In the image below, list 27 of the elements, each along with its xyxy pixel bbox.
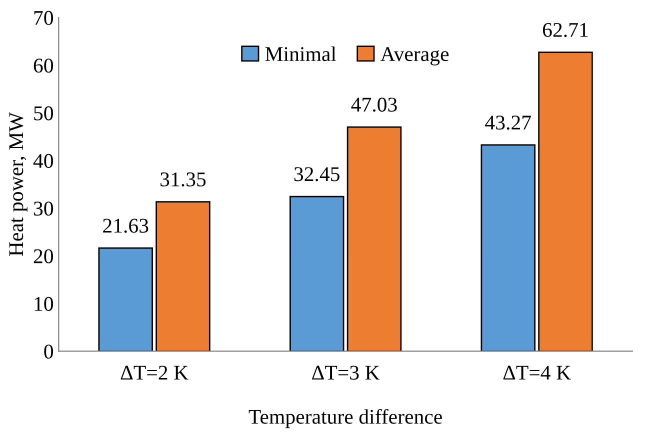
bar (480, 144, 536, 352)
y-tick-label: 70 (34, 10, 54, 25)
data-label: 47.03 (351, 98, 397, 112)
x-tick-label: ΔT=4 K (503, 366, 571, 380)
y-tick-label: 0 (44, 344, 54, 359)
bar (98, 247, 153, 352)
data-label: 43.27 (485, 116, 531, 130)
bar (289, 196, 344, 352)
data-label: 32.45 (294, 167, 340, 182)
y-tick-label: 60 (34, 58, 54, 73)
x-tick-label: ΔT=2 K (120, 366, 188, 380)
y-axis-title: Heat power, MW (9, 112, 28, 256)
y-tick-label: 50 (34, 106, 54, 120)
y-tick-label: 40 (33, 154, 54, 168)
data-label: 62.71 (542, 22, 588, 38)
x-axis-title: Temperature difference (248, 408, 442, 428)
x-tick-label: ΔT=3 K (312, 366, 380, 380)
data-label: 31.35 (160, 172, 206, 187)
legend-label: Average (380, 47, 449, 66)
bar (346, 126, 402, 352)
bar (538, 52, 593, 352)
y-tick-label: 20 (34, 249, 54, 264)
data-label: 21.63 (103, 218, 148, 233)
bar (156, 201, 210, 352)
y-tick-label: 30 (34, 202, 54, 216)
y-tick-label: 10 (34, 296, 54, 311)
legend-label: Minimal (265, 46, 336, 62)
